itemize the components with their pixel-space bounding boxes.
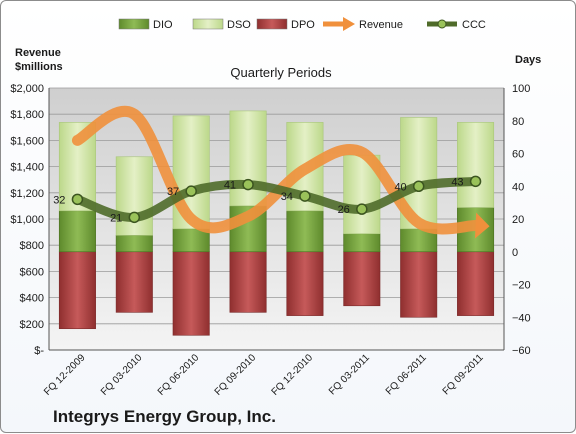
right-tick-label: 20 xyxy=(512,214,524,226)
ccc-point xyxy=(128,211,141,224)
left-tick-label: $600 xyxy=(20,266,44,278)
bar-dpo xyxy=(343,251,381,307)
bar-dio xyxy=(58,210,96,253)
ccc-data-label: 26 xyxy=(338,204,350,216)
ccc-data-label: 43 xyxy=(451,176,463,188)
bar-dpo xyxy=(400,251,438,318)
right-tick-label: −60 xyxy=(512,345,531,357)
left-tick-label: $- xyxy=(34,345,44,357)
legend-swatch-dso xyxy=(192,18,224,30)
legend-label-revenue: Revenue xyxy=(359,19,403,31)
bar-dpo xyxy=(172,251,210,336)
lines: 32 21 37 41 34 26 40 43 xyxy=(53,106,490,239)
legend-marker-ccc xyxy=(437,19,447,29)
bar-dpo xyxy=(229,251,267,313)
x-tick-label: FQ 06-2011 xyxy=(384,352,429,397)
revenue-arrowhead xyxy=(474,212,490,239)
left-axis-label-line2: $millions xyxy=(15,61,63,73)
legend-swatch-dio xyxy=(118,18,150,30)
left-tick-label: $1,400 xyxy=(10,162,44,174)
left-tick-label: $1,200 xyxy=(10,188,44,200)
bar-dio xyxy=(286,210,324,253)
ccc-point xyxy=(469,175,482,188)
left-tick-label: $2,000 xyxy=(10,83,44,95)
x-tick-label: FQ 12-2009 xyxy=(42,352,88,398)
bar-dpo xyxy=(58,251,96,330)
left-tick-label: $200 xyxy=(20,319,44,331)
ccc-data-label: 32 xyxy=(53,194,65,206)
ccc-data-label: 34 xyxy=(281,191,293,203)
x-tick-label: FQ 09-2011 xyxy=(441,352,486,397)
right-tick-label: 40 xyxy=(512,181,524,193)
ccc-data-label: 41 xyxy=(224,180,236,192)
right-tick-label: −40 xyxy=(512,312,531,324)
revenue-line xyxy=(71,106,482,235)
legend: DIO DSO DPO Revenue CCC xyxy=(118,17,486,31)
right-tick-label: 80 xyxy=(512,116,524,128)
ccc-point xyxy=(299,190,311,202)
left-tick-label: $1,800 xyxy=(10,109,44,121)
bar-dio xyxy=(115,235,153,253)
left-tick-label: $1,000 xyxy=(10,214,44,226)
bar-dpo xyxy=(115,251,153,313)
x-tick-label: FQ 03-2011 xyxy=(327,352,372,397)
left-tick-label: $1,600 xyxy=(10,135,44,147)
x-tick-label: FQ 03-2010 xyxy=(99,352,145,398)
bar-dso xyxy=(229,110,267,207)
ccc-data-label: 37 xyxy=(167,186,179,198)
ccc-data-label: 40 xyxy=(394,181,406,193)
ccc-point xyxy=(356,203,368,215)
right-tick-label: 60 xyxy=(512,149,524,161)
left-axis-label-line1: Revenue xyxy=(15,47,61,59)
bar-dpo xyxy=(457,251,495,316)
right-tick-label: 100 xyxy=(512,83,530,95)
ccc-point xyxy=(185,185,197,197)
legend-label-ccc: CCC xyxy=(462,19,486,31)
company-name: Integrys Energy Group, Inc. xyxy=(53,407,276,426)
ccc-point xyxy=(242,178,254,191)
x-tick-label: FQ 06-2010 xyxy=(156,352,202,398)
bar-dio xyxy=(172,228,210,253)
legend-swatch-dpo xyxy=(256,18,288,30)
right-axis-label: Days xyxy=(515,54,541,66)
legend-label-dpo: DPO xyxy=(291,19,315,31)
right-tick-label: −20 xyxy=(512,280,531,292)
legend-arrow-revenue xyxy=(343,17,355,31)
bar-dso xyxy=(457,122,495,208)
left-tick-label: $400 xyxy=(20,293,44,305)
x-tick-label: FQ 09-2010 xyxy=(213,352,259,398)
legend-label-dso: DSO xyxy=(227,19,251,31)
legend-label-dio: DIO xyxy=(153,19,173,31)
ccc-point xyxy=(412,180,425,192)
x-tick-label: FQ 12-2010 xyxy=(270,352,316,398)
bar-dio xyxy=(343,233,381,253)
left-tick-label: $800 xyxy=(20,240,44,252)
right-tick-label: 0 xyxy=(512,247,518,259)
ccc-point xyxy=(71,193,84,206)
ccc-data-label: 21 xyxy=(110,212,122,224)
bar-dpo xyxy=(286,251,324,316)
chart-title: Quarterly Periods xyxy=(230,65,332,80)
